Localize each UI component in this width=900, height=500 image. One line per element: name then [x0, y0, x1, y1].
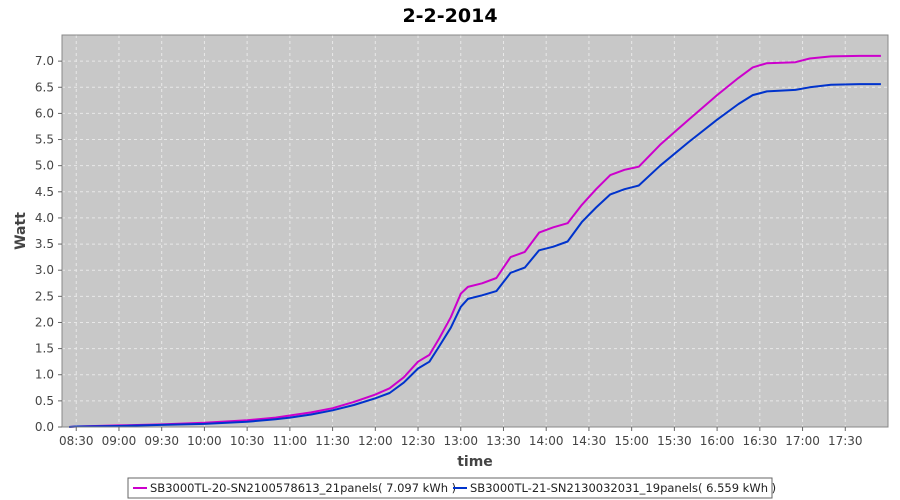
x-tick-label: 13:30	[486, 434, 521, 448]
x-tick-label: 15:30	[657, 434, 692, 448]
x-tick-label: 11:30	[315, 434, 350, 448]
x-tick-label: 08:30	[59, 434, 94, 448]
legend-box	[127, 477, 773, 499]
y-tick-label: 2.5	[35, 289, 54, 303]
y-tick-label: 4.0	[35, 211, 54, 225]
y-tick-label: 6.5	[35, 80, 54, 94]
y-tick-label: 1.0	[35, 368, 54, 382]
x-tick-label: 12:30	[401, 434, 436, 448]
y-tick-label: 0.0	[35, 420, 54, 434]
plot-area	[62, 35, 888, 427]
y-axis: 0.0 0.5 1.0 1.5 2.0 2.5 3.0 3.5 4.0 4.5 5.0 5.5 6.0 6…	[35, 54, 62, 434]
series-line-2	[69, 83, 881, 428]
y-tick-label: 5.0	[35, 159, 54, 173]
x-tick-label: 10:30	[230, 434, 265, 448]
y-tick-label: 1.5	[35, 342, 54, 356]
y-tick-label: 6.0	[35, 106, 54, 120]
x-tick-label: 09:00	[102, 434, 137, 448]
legend-label-2: SB3000TL-21-SN2130032031_19panels( 6.559…	[470, 481, 776, 495]
x-tick-label: 10:00	[187, 434, 222, 448]
y-tick-label: 0.5	[35, 394, 54, 408]
x-tick-label: 16:30	[743, 434, 778, 448]
x-tick-label: 14:30	[572, 434, 607, 448]
legend: SB3000TL-20-SN2100578613_21panels( 7.097…	[127, 477, 776, 499]
x-tick-label: 17:30	[828, 434, 863, 448]
grid-lines	[62, 35, 888, 428]
x-tick-label: 17:00	[785, 434, 820, 448]
y-tick-label: 3.0	[35, 263, 54, 277]
y-tick-label: 4.5	[35, 185, 54, 199]
y-tick-label: 7.0	[35, 54, 54, 68]
y-axis-label: Watt	[13, 212, 29, 250]
series-line-1	[69, 54, 881, 428]
y-tick-label: 5.5	[35, 133, 54, 147]
y-tick-label: 2.0	[35, 315, 54, 329]
chart-title: 2-2-2014	[402, 5, 497, 27]
x-axis: 08:30 09:00 09:30 10:00 10:30 11:00 11:30 12:00…	[59, 427, 863, 448]
x-tick-label: 14:00	[529, 434, 564, 448]
x-axis-label: time	[457, 454, 493, 470]
x-tick-label: 12:00	[358, 434, 393, 448]
x-tick-label: 11:00	[273, 434, 308, 448]
x-tick-label: 13:00	[443, 434, 478, 448]
plot-border	[61, 34, 889, 428]
x-tick-label: 16:00	[700, 434, 735, 448]
x-tick-label: 15:00	[614, 434, 649, 448]
legend-label-1: SB3000TL-20-SN2100578613_21panels( 7.097…	[150, 481, 456, 495]
series-layer	[69, 54, 881, 428]
x-tick-label: 09:30	[144, 434, 179, 448]
y-tick-label: 3.5	[35, 237, 54, 251]
